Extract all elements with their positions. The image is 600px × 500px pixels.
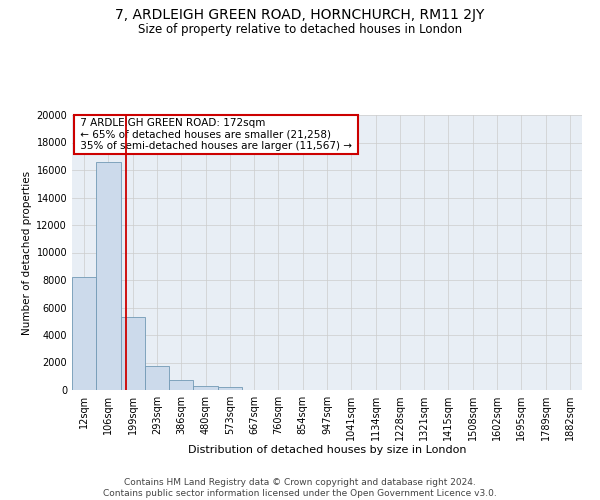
- Text: Contains HM Land Registry data © Crown copyright and database right 2024.
Contai: Contains HM Land Registry data © Crown c…: [103, 478, 497, 498]
- Bar: [96, 162, 121, 390]
- Y-axis label: Number of detached properties: Number of detached properties: [22, 170, 32, 334]
- Bar: [72, 277, 96, 390]
- Bar: [218, 386, 242, 390]
- Text: Size of property relative to detached houses in London: Size of property relative to detached ho…: [138, 22, 462, 36]
- X-axis label: Distribution of detached houses by size in London: Distribution of detached houses by size …: [188, 444, 466, 454]
- Bar: [193, 386, 218, 390]
- Text: 7, ARDLEIGH GREEN ROAD, HORNCHURCH, RM11 2JY: 7, ARDLEIGH GREEN ROAD, HORNCHURCH, RM11…: [115, 8, 485, 22]
- Bar: [169, 380, 193, 390]
- Text: 7 ARDLEIGH GREEN ROAD: 172sqm
 ← 65% of detached houses are smaller (21,258)
 35: 7 ARDLEIGH GREEN ROAD: 172sqm ← 65% of d…: [77, 118, 355, 151]
- Bar: [145, 366, 169, 390]
- Bar: [121, 317, 145, 390]
